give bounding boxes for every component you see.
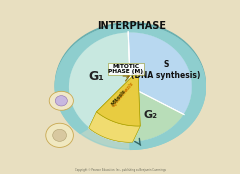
Text: Cytokinesis: Cytokinesis xyxy=(111,80,136,108)
Polygon shape xyxy=(89,112,140,142)
Polygon shape xyxy=(89,87,132,142)
Polygon shape xyxy=(55,25,205,149)
Text: Mitosis: Mitosis xyxy=(110,88,126,106)
Polygon shape xyxy=(68,32,130,128)
Text: S
(DNA synthesis): S (DNA synthesis) xyxy=(131,60,201,80)
Text: G₂: G₂ xyxy=(143,110,157,120)
Ellipse shape xyxy=(53,129,66,141)
Text: INTERPHASE: INTERPHASE xyxy=(98,21,167,31)
Polygon shape xyxy=(55,23,205,147)
Polygon shape xyxy=(55,25,205,149)
Ellipse shape xyxy=(68,32,192,142)
Ellipse shape xyxy=(49,91,73,110)
Text: G₁: G₁ xyxy=(89,70,104,82)
Polygon shape xyxy=(130,87,184,142)
Ellipse shape xyxy=(55,96,67,106)
Polygon shape xyxy=(73,122,130,149)
Polygon shape xyxy=(89,71,138,128)
Polygon shape xyxy=(130,71,140,142)
Text: Copyright © Pearson Education, Inc., publishing as Benjamin Cummings: Copyright © Pearson Education, Inc., pub… xyxy=(75,168,165,172)
Polygon shape xyxy=(96,71,140,126)
Text: MITOTIC
PHASE (M): MITOTIC PHASE (M) xyxy=(108,64,144,74)
Polygon shape xyxy=(128,32,192,115)
Ellipse shape xyxy=(46,123,73,147)
